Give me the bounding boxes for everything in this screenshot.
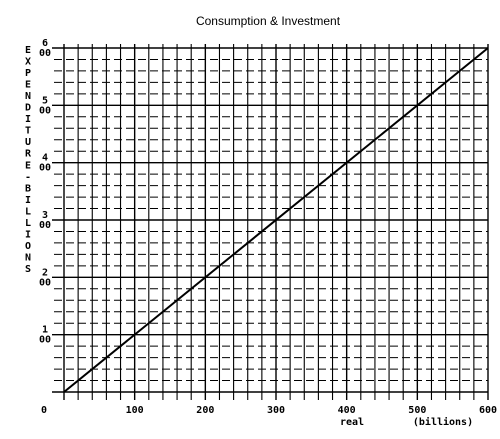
y-tick-label: 2 bbox=[42, 267, 48, 278]
y-tick-label: 6 bbox=[42, 38, 48, 49]
x-axis-label-real: real bbox=[340, 417, 364, 428]
y-axis-label-char: D bbox=[25, 103, 31, 114]
y-axis-label-char: E bbox=[25, 45, 31, 56]
y-tick-label: 00 bbox=[39, 220, 51, 231]
y-axis-label-char: - bbox=[25, 172, 31, 183]
y-tick-label: 00 bbox=[39, 48, 51, 59]
x-tick-label: 400 bbox=[338, 405, 356, 416]
y-axis-label-char: U bbox=[25, 137, 31, 148]
x-tick-label: 300 bbox=[267, 405, 285, 416]
y-tick-label: 00 bbox=[39, 335, 51, 346]
y-axis-label-char: I bbox=[25, 114, 31, 125]
chart-title: Consumption & Investment bbox=[196, 14, 341, 28]
y-axis-label-char: R bbox=[25, 149, 32, 160]
y-tick-label: 3 bbox=[42, 210, 48, 221]
y-tick-label: 00 bbox=[39, 277, 51, 288]
x-tick-label: 200 bbox=[196, 405, 214, 416]
y-axis-label-char: I bbox=[25, 229, 31, 240]
y-axis-label-char: P bbox=[25, 68, 31, 79]
y-tick-label: 00 bbox=[39, 105, 51, 116]
y-tick-label: 00 bbox=[39, 163, 51, 174]
series-layer bbox=[63, 47, 489, 393]
y-tick-label: 4 bbox=[42, 153, 48, 164]
grid bbox=[52, 44, 489, 400]
y-axis-label-char: L bbox=[25, 206, 31, 217]
y-axis-label-char: T bbox=[25, 126, 31, 137]
y-axis-label-char: I bbox=[25, 195, 31, 206]
y-axis-label-char: O bbox=[25, 241, 31, 252]
y-axis-label-char: N bbox=[25, 91, 31, 102]
y-axis-label-char: E bbox=[25, 80, 31, 91]
x-tick-label: 500 bbox=[408, 405, 426, 416]
x-tick-label: 600 bbox=[479, 405, 497, 416]
x-tick-label: 100 bbox=[126, 405, 144, 416]
y-axis-label-char: X bbox=[25, 57, 31, 68]
y-axis-label-char: B bbox=[25, 183, 31, 194]
y-tick-label: 1 bbox=[42, 325, 48, 336]
y-axis-label-char: N bbox=[25, 252, 31, 263]
series-line bbox=[63, 47, 489, 393]
x-axis-label-units: (billions) bbox=[413, 416, 473, 428]
y-axis-label-char: E bbox=[25, 160, 31, 171]
y-tick-label: 5 bbox=[42, 95, 48, 106]
x-tick-label: 0 bbox=[41, 405, 47, 416]
y-axis-label-char: L bbox=[25, 218, 31, 229]
y-axis-label-char: S bbox=[25, 264, 31, 275]
